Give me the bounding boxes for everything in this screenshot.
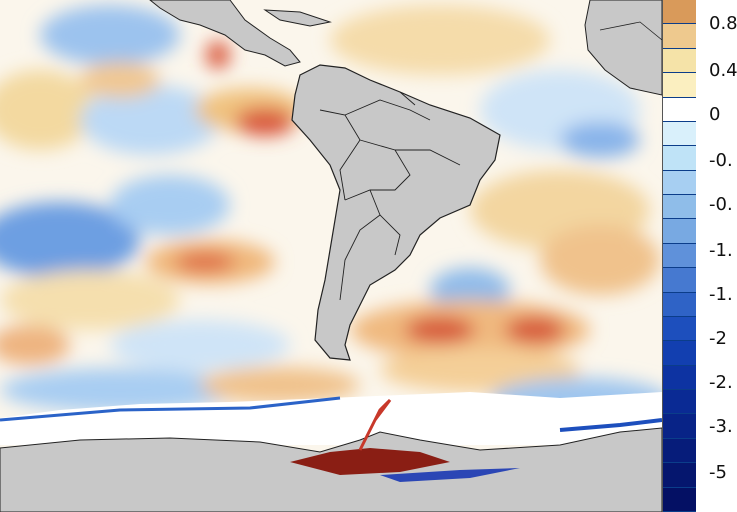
colorbar-segment	[662, 268, 696, 293]
colorbar-label: 0.4	[709, 60, 737, 81]
colorbar-label: -0.	[709, 150, 733, 171]
colorbar-segment	[662, 316, 696, 342]
colorbar-label: 0.8	[709, 13, 737, 34]
ice-edge-east	[559, 418, 662, 432]
caribbean-islands	[263, 9, 332, 27]
country-borders	[319, 91, 461, 301]
colorbar-segment	[662, 146, 696, 171]
colorbar-segment	[662, 487, 696, 512]
colorbar-label: -1.	[709, 240, 733, 261]
colorbar	[662, 0, 696, 512]
colorbar-label: -1.	[709, 284, 733, 305]
map-canvas	[0, 0, 662, 512]
colorbar-label: -2	[709, 328, 727, 349]
colorbar-segment	[662, 414, 696, 439]
sea-ice-region	[0, 392, 662, 445]
colorbar-segment	[662, 438, 696, 464]
colorbar-segment	[662, 0, 696, 25]
colorbar-segment	[662, 48, 696, 74]
colorbar-segment	[662, 463, 696, 488]
colorbar-label: -5	[709, 462, 727, 483]
colorbar-segment	[662, 73, 696, 98]
colorbar-segment	[662, 195, 696, 220]
weddell-anomaly	[380, 468, 520, 482]
antarctic-peninsula-anomaly	[290, 448, 450, 475]
anomaly-map	[0, 0, 662, 512]
colorbar-label: -2.	[709, 372, 733, 393]
colorbar-label: -0.	[709, 194, 733, 215]
south-america-landmass	[291, 64, 501, 361]
colorbar-label: -3.	[709, 416, 733, 437]
colorbar-segment	[662, 292, 696, 317]
central-america-landmass	[149, 0, 301, 67]
colorbar-segment	[662, 390, 696, 415]
colorbar-segment	[662, 97, 696, 122]
colorbar-segment	[662, 121, 696, 147]
colorbar-segment	[662, 219, 696, 244]
colorbar-segment	[662, 341, 696, 366]
colorbar-segment	[662, 24, 696, 49]
colorbar-label: 0	[709, 104, 721, 125]
colorbar-segment	[662, 365, 696, 391]
antarctic-peninsula	[358, 398, 392, 451]
africa-borders	[599, 21, 662, 41]
colorbar-segment	[662, 243, 696, 269]
ice-edge	[0, 396, 341, 422]
colorbar-segment	[662, 170, 696, 196]
